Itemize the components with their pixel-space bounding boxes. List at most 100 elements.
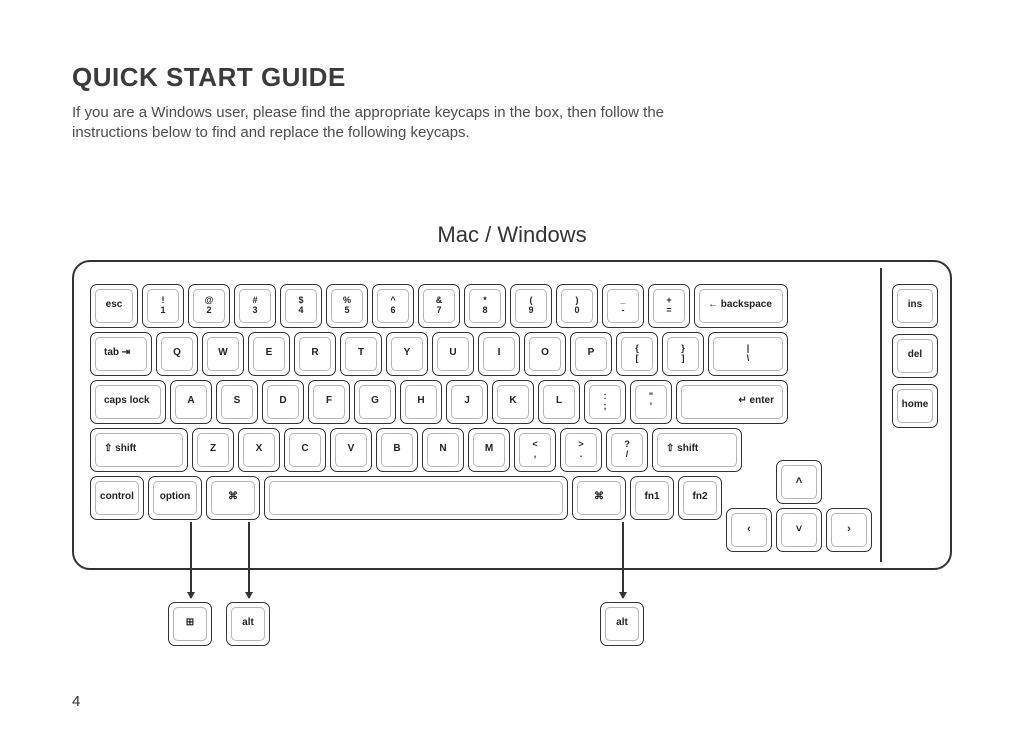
key-label: G (368, 396, 382, 407)
replacement-keycap: alt (600, 602, 644, 646)
key-z: Z (192, 428, 234, 472)
key-ins: ins (892, 284, 938, 328)
key-label: home (899, 400, 932, 411)
key-label: C (298, 444, 311, 455)
diagram-label: Mac / Windows (72, 222, 952, 248)
replacement-callouts: ⊞ alt alt (72, 570, 952, 670)
key-del: del (892, 334, 938, 378)
key-option: option (148, 476, 202, 520)
page-title: QUICK START GUIDE (72, 62, 952, 93)
key-home: home (892, 384, 938, 428)
key-label: tab ⇥ (101, 348, 133, 359)
key-label: _- (620, 296, 625, 315)
key-rbracket: }] (662, 332, 704, 376)
key-label: Q (170, 348, 184, 359)
key-ctrl: control (90, 476, 144, 520)
arrow-left-label: ‹ (744, 524, 754, 536)
replacement-key-label: ⊞ (183, 618, 197, 629)
key-label: A (184, 396, 197, 407)
key-label: O (538, 348, 552, 359)
key-label: control (97, 492, 137, 503)
key-o: O (524, 332, 566, 376)
intro-paragraph: If you are a Windows user, please find t… (72, 103, 712, 144)
key-label: ins (905, 300, 925, 311)
key-s: S (216, 380, 258, 424)
arrow-right-label: › (844, 524, 854, 536)
key-label: option (157, 492, 194, 503)
replacement-key-label: alt (239, 618, 257, 629)
key-fn2: fn2 (678, 476, 722, 520)
page: QUICK START GUIDE If you are a Windows u… (0, 0, 1024, 732)
key-n: N (422, 428, 464, 472)
key-label: ⌘ (591, 492, 607, 503)
key-label: M (482, 444, 496, 455)
replacement-key-rcmd: alt (600, 602, 644, 646)
key-k: K (492, 380, 534, 424)
key-label: ⇧ shift (101, 444, 139, 455)
key-w: W (202, 332, 244, 376)
key-period: >. (560, 428, 602, 472)
replacement-key-option: ⊞ (168, 602, 212, 646)
page-number: 4 (72, 693, 80, 710)
key-label: }] (681, 344, 685, 363)
key-label: esc (103, 300, 126, 311)
key-lbracket: {[ (616, 332, 658, 376)
number-row: esc!1@2#3$4%5^6&7*8(9)0_-+=← backspace (90, 284, 880, 328)
key-label: X (253, 444, 266, 455)
key-label: T (355, 348, 367, 359)
key-space (264, 476, 568, 520)
key-3: #3 (234, 284, 276, 328)
key-b: B (376, 428, 418, 472)
key-7: &7 (418, 284, 460, 328)
key-caps: caps lock (90, 380, 166, 424)
arrow-right-key: › (826, 508, 872, 552)
key-label: <, (532, 440, 537, 459)
key-label: *8 (482, 296, 487, 315)
key-label: ⌘ (225, 492, 241, 503)
key-label: E (263, 348, 276, 359)
key-label: N (436, 444, 449, 455)
key-label: U (446, 348, 459, 359)
key-label: caps lock (101, 396, 153, 407)
callout-arrow (248, 522, 250, 598)
arrow-left-key: ‹ (726, 508, 772, 552)
key-0: )0 (556, 284, 598, 328)
key-lcmd: ⌘ (206, 476, 260, 520)
key-label: K (506, 396, 519, 407)
key-label: L (553, 396, 565, 407)
usb-indicator (174, 260, 228, 262)
key-label: ^6 (390, 296, 395, 315)
key-label: fn1 (642, 492, 663, 503)
key-label: W (215, 348, 230, 359)
key-comma: <, (514, 428, 556, 472)
key-label: R (308, 348, 321, 359)
key-h: H (400, 380, 442, 424)
key-bslash: |\ (708, 332, 788, 376)
arrow-down-key: ˅ (776, 508, 822, 552)
callout-arrow (622, 522, 624, 598)
key-u: U (432, 332, 474, 376)
key-6: ^6 (372, 284, 414, 328)
key-label: ⇧ shift (663, 444, 701, 455)
key-slash: ?/ (606, 428, 648, 472)
key-d: D (262, 380, 304, 424)
key-label: S (231, 396, 244, 407)
key-enter: ↵ enter (676, 380, 788, 424)
arrow-up-key: ˄ (776, 460, 822, 504)
key-label: += (666, 296, 671, 315)
key-label: :; (604, 392, 607, 411)
key-minus: _- (602, 284, 644, 328)
key-label: %5 (343, 296, 351, 315)
home-row: caps lockASDFGHJKL:;"'↵ enter (90, 380, 880, 424)
key-label: ↵ enter (735, 396, 777, 407)
key-label: {[ (635, 344, 639, 363)
key-tab: tab ⇥ (90, 332, 152, 376)
key-label: F (323, 396, 335, 407)
key-r: R (294, 332, 336, 376)
key-2: @2 (188, 284, 230, 328)
key-lshift: ⇧ shift (90, 428, 188, 472)
key-label: #3 (252, 296, 257, 315)
arrow-up-label: ˄ (793, 476, 805, 488)
key-label: )0 (574, 296, 579, 315)
replacement-key-label: alt (613, 618, 631, 629)
